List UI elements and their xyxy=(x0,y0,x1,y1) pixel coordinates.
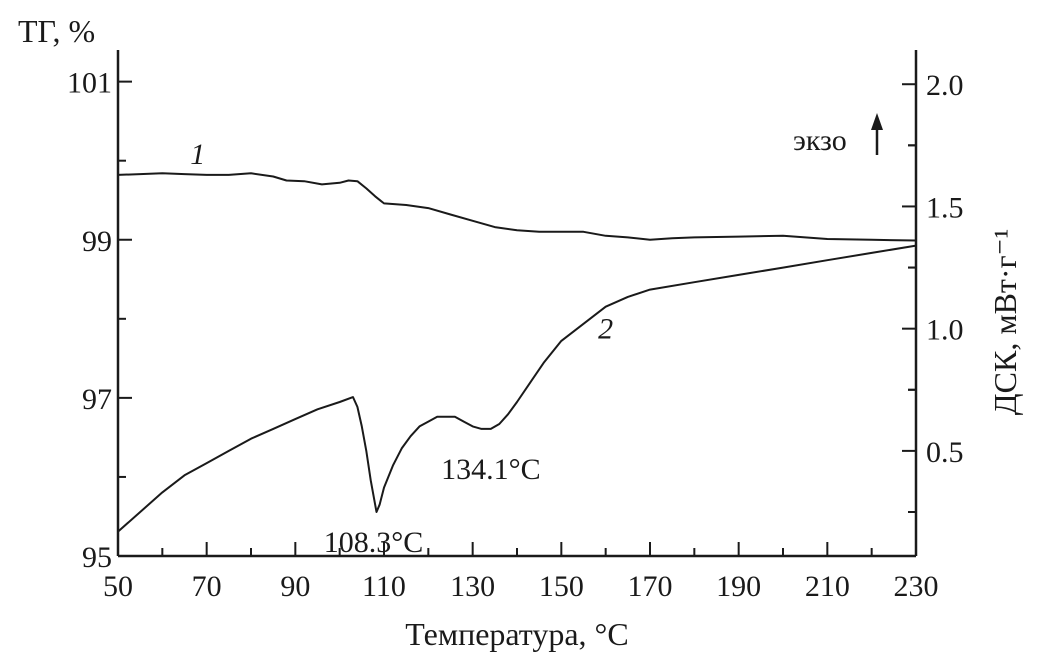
x-tick-label: 110 xyxy=(362,570,406,603)
tick-labels: 50 70 90 110 130 150 170 190 210 230 95 97 99 101 0.5 1… xyxy=(67,67,964,603)
x-tick-label: 170 xyxy=(628,570,673,603)
x-tick-label: 190 xyxy=(716,570,761,603)
exo-label: экзо xyxy=(793,124,847,157)
x-axis-title: Температура, °C xyxy=(405,616,628,652)
right-tick-label: 1.5 xyxy=(926,191,964,224)
peak-annotation: 108.3°C xyxy=(324,526,424,559)
ticks xyxy=(117,80,917,557)
x-tick-label: 70 xyxy=(192,570,222,603)
exo-indicator: экзо xyxy=(793,113,883,157)
x-tick-label: 130 xyxy=(450,570,495,603)
series-label-1: 1 xyxy=(190,138,205,171)
left-tick-label: 95 xyxy=(82,541,112,574)
left-tick-label: 101 xyxy=(67,67,112,100)
left-axis-title: ТГ, % xyxy=(18,13,95,49)
right-tick-label: 0.5 xyxy=(926,436,964,469)
peak-annotation: 134.1°C xyxy=(441,453,541,486)
x-tick-label: 230 xyxy=(894,570,939,603)
series-line-2 xyxy=(117,244,917,533)
x-tick-label: 90 xyxy=(280,570,310,603)
right-axis-title: ДСК, мВт·г⁻¹ xyxy=(987,229,1023,415)
series-line-1 xyxy=(117,172,917,242)
right-tick-label: 1.0 xyxy=(926,314,964,347)
left-tick-label: 99 xyxy=(82,225,112,258)
x-tick-label: 210 xyxy=(805,570,850,603)
series-group xyxy=(117,172,917,533)
right-tick-label: 2.0 xyxy=(926,69,964,102)
left-tick-label: 97 xyxy=(82,383,112,416)
x-tick-label: 50 xyxy=(103,570,133,603)
series-label-2: 2 xyxy=(598,312,613,345)
x-tick-label: 150 xyxy=(539,570,584,603)
exo-arrow-head xyxy=(871,113,883,130)
